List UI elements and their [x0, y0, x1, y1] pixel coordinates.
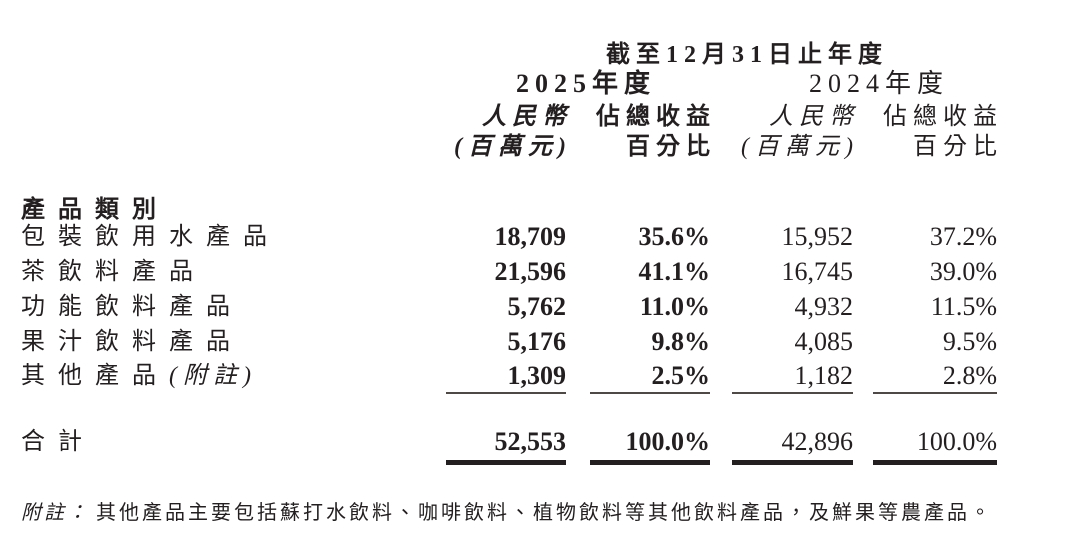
col-2025-share-unit: 百分比: [626, 134, 716, 160]
total-underline: [732, 460, 853, 465]
total-2025-pct: 100.0%: [625, 427, 711, 456]
column-underline: [732, 392, 853, 394]
row-2024-rmb: 1,182: [794, 361, 854, 390]
row-label: 包裝飲用水產品: [21, 224, 280, 250]
total-2024-rmb: 42,896: [781, 427, 854, 456]
column-header-row-2: (百萬元) 百分比 (百萬元) 百分比: [21, 133, 997, 161]
row-2024-rmb: 16,745: [781, 257, 854, 286]
col-2025-share-label: 佔總收益: [596, 104, 716, 130]
column-underline: [446, 392, 566, 394]
col-2024-share-unit: 百分比: [913, 134, 1003, 160]
row-2025-rmb: 5,176: [507, 327, 567, 356]
table-row: 茶飲料產品 21,596 41.1% 16,745 39.0%: [21, 257, 997, 287]
row-2024-pct: 2.8%: [942, 361, 997, 390]
total-row: 合計 52,553 100.0% 42,896 100.0%: [21, 427, 997, 457]
row-2024-rmb: 4,932: [794, 292, 854, 321]
row-label-note: (附註): [169, 363, 257, 389]
col-2024-rmb-unit: (百萬元): [741, 134, 859, 160]
period-header: 截至12月31日止年度: [606, 42, 888, 68]
col-2025-rmb-label: 人民幣: [482, 104, 572, 130]
row-2025-pct: 35.6%: [638, 222, 711, 251]
table-row: 其他產品(附註) 1,309 2.5% 1,182 2.8%: [21, 361, 997, 391]
column-header-row-1: 人民幣 佔總收益 人民幣 佔總收益: [21, 103, 997, 131]
total-underline: [446, 460, 566, 465]
row-2024-pct: 9.5%: [942, 327, 997, 356]
total-2025-rmb: 52,553: [494, 427, 567, 456]
row-2024-rmb: 4,085: [794, 327, 854, 356]
total-label: 合計: [21, 429, 95, 455]
table-row: 功能飲料產品 5,762 11.0% 4,932 11.5%: [21, 292, 997, 322]
row-2024-rmb: 15,952: [781, 222, 854, 251]
row-2025-pct: 2.5%: [651, 361, 711, 390]
footnote-text: 其他產品主要包括蘇打水飲料、咖啡飲料、植物飲料等其他飲料產品，及鮮果等農產品。: [96, 502, 993, 524]
col-2024-share-label: 佔總收益: [883, 104, 1003, 130]
col-2024-rmb-label: 人民幣: [769, 104, 859, 130]
row-2025-rmb: 18,709: [494, 222, 567, 251]
footnote: 附註： 其他產品主要包括蘇打水飲料、咖啡飲料、植物飲料等其他飲料產品，及鮮果等農產…: [21, 500, 993, 526]
row-label: 茶飲料產品: [21, 259, 206, 285]
row-label: 功能飲料產品: [21, 294, 243, 320]
row-2025-pct: 11.0%: [639, 292, 710, 321]
column-underline: [590, 392, 710, 394]
column-underline: [873, 392, 997, 394]
year-2025-header: 2025年度: [515, 69, 657, 98]
section-header-row: 產品類別: [21, 195, 997, 225]
row-2024-pct: 39.0%: [929, 257, 997, 286]
row-label-text: 其他產品: [21, 363, 169, 389]
col-2025-rmb-unit: (百萬元): [454, 134, 572, 160]
total-underline: [873, 460, 997, 465]
row-2024-pct: 37.2%: [929, 222, 997, 251]
table-row: 包裝飲用水產品 18,709 35.6% 15,952 37.2%: [21, 222, 997, 252]
row-label: 果汁飲料產品: [21, 329, 243, 355]
total-2024-pct: 100.0%: [916, 427, 997, 456]
total-underline: [590, 460, 710, 465]
row-2025-rmb: 21,596: [494, 257, 567, 286]
year-2024-header: 2024年度: [808, 69, 950, 98]
row-2025-pct: 41.1%: [638, 257, 711, 286]
table-row: 果汁飲料產品 5,176 9.8% 4,085 9.5%: [21, 327, 997, 357]
row-2025-rmb: 1,309: [507, 361, 567, 390]
row-label: 其他產品(附註): [21, 361, 446, 391]
row-2024-pct: 11.5%: [930, 292, 997, 321]
footnote-label: 附註：: [21, 502, 90, 524]
row-2025-rmb: 5,762: [507, 292, 567, 321]
row-2025-pct: 9.8%: [651, 327, 711, 356]
section-header: 產品類別: [21, 197, 169, 223]
